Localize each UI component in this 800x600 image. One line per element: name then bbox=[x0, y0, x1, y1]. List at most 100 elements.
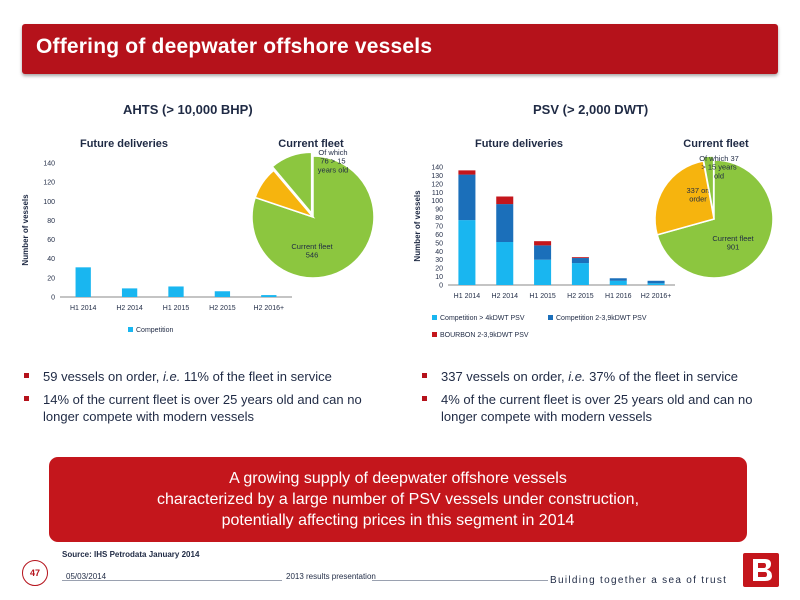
ahts-bar-bar-s0-3 bbox=[214, 291, 231, 297]
title-bar: Offering of deepwater offshore vessels bbox=[22, 24, 778, 74]
ahts-pie-slice-1 bbox=[254, 169, 316, 219]
ahts-bar-bar-s0-2 bbox=[168, 286, 184, 297]
footer-presentation: 2013 results presentation bbox=[286, 572, 376, 581]
psv-bar-y-tick-2: 20 bbox=[435, 266, 443, 273]
psv-bar-bar-s1-1 bbox=[496, 204, 514, 243]
psv-bar-bar-s1-5 bbox=[647, 280, 665, 284]
psv-bar-bar-s0-5 bbox=[647, 283, 665, 285]
footer-slogan: Building together a sea of trust bbox=[550, 575, 728, 586]
ahts-bar-y-tick-4: 80 bbox=[47, 218, 55, 225]
psv-bullet-1: 337 vessels on order, i.e. 37% of the fl… bbox=[421, 368, 771, 385]
psv-bar-x-tick-3: H2 2015 bbox=[567, 293, 594, 300]
psv-pie-slice-label-2: Of which 37 > 15 years old bbox=[699, 154, 739, 180]
ahts-bullet-2: 14% of the current fleet is over 25 year… bbox=[23, 391, 373, 425]
ahts-bar-x-tick-4: H2 2016+ bbox=[254, 305, 285, 312]
psv-bar-legend-label-0: Competition > 4kDWT PSV bbox=[440, 315, 525, 322]
ahts-bar-y-tick-0: 0 bbox=[51, 295, 55, 302]
ahts-section-title: AHTS (> 10,000 BHP) bbox=[123, 102, 253, 117]
psv-bar-x-tick-2: H1 2015 bbox=[529, 293, 556, 300]
ahts-bar-x-tick-0: H1 2014 bbox=[70, 305, 97, 312]
psv-bar-bar-s0-0 bbox=[458, 220, 476, 285]
psv-bar-bar-s1-3 bbox=[571, 258, 589, 264]
psv-bar-x-tick-0: H1 2014 bbox=[454, 293, 481, 300]
bourbon-logo bbox=[743, 553, 779, 587]
ahts-bullet-1: 59 vessels on order, i.e. 11% of the fle… bbox=[23, 368, 373, 385]
psv-bar-x-tick-4: H1 2016 bbox=[605, 293, 632, 300]
ahts-bar-bar-s0-0 bbox=[75, 267, 91, 297]
ahts-bar-bar-s0-4 bbox=[261, 295, 277, 297]
ahts-bar-y-tick-6: 120 bbox=[43, 180, 55, 187]
ahts-bar-y-axis-label: Number of vessels bbox=[21, 194, 30, 266]
ahts-bar-subtitle: Future deliveries bbox=[80, 138, 168, 150]
psv-bar-y-axis-label: Number of vessels bbox=[413, 190, 422, 262]
psv-bar-bar-s0-2 bbox=[534, 259, 552, 285]
ahts-pie-subtitle: Current fleet bbox=[278, 138, 344, 150]
psv-bar-legend-label-2: BOURBON 2-3,9kDWT PSV bbox=[440, 332, 529, 339]
psv-bullets: 337 vessels on order, i.e. 37% of the fl… bbox=[421, 368, 771, 431]
psv-bar-legend-swatch-0 bbox=[432, 315, 437, 320]
psv-bar-x-tick-1: H2 2014 bbox=[492, 293, 519, 300]
psv-pie-slice-0 bbox=[656, 159, 774, 279]
charts-canvas: Future deliveries Number of vessels 0 20 40 6… bbox=[21, 138, 774, 339]
psv-bar-y-tick-0: 0 bbox=[439, 283, 443, 290]
psv-pie-subtitle: Current fleet bbox=[683, 138, 749, 150]
psv-section-title: PSV (> 2,000 DWT) bbox=[533, 102, 649, 117]
psv-bullet-2: 4% of the current fleet is over 25 years… bbox=[421, 391, 771, 425]
psv-bar-y-tick-11: 110 bbox=[432, 190, 443, 197]
psv-pie-slice-label-0: Current fleet 901 bbox=[712, 234, 754, 252]
ahts-bar-y-tick-5: 100 bbox=[43, 199, 55, 206]
psv-bar-bar-s2-2 bbox=[534, 241, 552, 246]
psv-bar-y-tick-14: 140 bbox=[431, 165, 443, 172]
logo-b-icon bbox=[753, 559, 772, 581]
psv-bar-y-tick-1: 10 bbox=[435, 274, 443, 281]
psv-bar-subtitle: Future deliveries bbox=[475, 138, 563, 150]
ahts-pie-slice-label-2: Of which 76 > 15 years old bbox=[318, 148, 348, 174]
ahts-bar-y-tick-2: 40 bbox=[47, 256, 55, 263]
footer-divider-right bbox=[372, 580, 548, 581]
psv-bar-bar-s0-3 bbox=[571, 263, 589, 285]
psv-bar-y-tick-13: 130 bbox=[431, 173, 443, 180]
page-number: 47 bbox=[22, 560, 48, 586]
footer-date: 05/03/2014 bbox=[66, 572, 107, 581]
psv-bar-y-tick-3: 30 bbox=[435, 257, 443, 264]
psv-bar-bar-s2-3 bbox=[571, 257, 589, 259]
psv-pie-slice-2 bbox=[702, 155, 715, 216]
ahts-bar-y-tick-7: 140 bbox=[43, 161, 55, 168]
ahts-pie-slice-label-0: Current fleet 546 bbox=[291, 242, 333, 260]
psv-bar-y-tick-10: 100 bbox=[431, 198, 443, 205]
callout-line-3: potentially affecting prices in this seg… bbox=[221, 512, 575, 529]
footer-divider-left bbox=[62, 580, 282, 581]
ahts-bar-legend-label-0: Competition bbox=[136, 327, 173, 334]
psv-bar-bar-s2-0 bbox=[458, 170, 476, 175]
callout-line-1: A growing supply of deepwater offshore v… bbox=[229, 470, 567, 487]
source-note: Source: IHS Petrodata January 2014 bbox=[62, 550, 200, 559]
ahts-bar-legend-swatch-0 bbox=[128, 327, 133, 332]
psv-bar-bar-s0-1 bbox=[496, 242, 514, 285]
psv-bar-legend-swatch-1 bbox=[548, 315, 553, 320]
psv-bar-y-tick-5: 50 bbox=[435, 240, 443, 247]
psv-bar-legend-label-1: Competition 2-3,9kDWT PSV bbox=[556, 315, 647, 322]
psv-bar-bar-s1-4 bbox=[609, 278, 627, 281]
ahts-pie-slice-2 bbox=[271, 151, 313, 216]
psv-pie-slice-1 bbox=[654, 160, 715, 236]
psv-bar-y-tick-8: 80 bbox=[435, 215, 443, 222]
callout-line-2: characterized by a large number of PSV v… bbox=[156, 491, 640, 508]
ahts-bullets: 59 vessels on order, i.e. 11% of the fle… bbox=[23, 368, 373, 431]
ahts-bar-y-tick-1: 20 bbox=[47, 275, 55, 282]
psv-bar-y-tick-9: 90 bbox=[435, 207, 443, 214]
ahts-bar-x-tick-3: H2 2015 bbox=[209, 305, 236, 312]
ahts-bar-bar-s0-1 bbox=[121, 288, 138, 297]
psv-bar-legend-swatch-2 bbox=[432, 332, 437, 337]
psv-bar-x-tick-5: H2 2016+ bbox=[641, 293, 672, 300]
psv-bar-y-tick-4: 40 bbox=[435, 249, 443, 256]
ahts-bar-x-tick-2: H1 2015 bbox=[163, 305, 190, 312]
ahts-bar-y-tick-3: 60 bbox=[47, 237, 55, 244]
page-title: Offering of deepwater offshore vessels bbox=[36, 35, 433, 58]
psv-bar-bar-s1-2 bbox=[534, 245, 552, 260]
psv-bar-bar-s2-1 bbox=[496, 196, 514, 205]
psv-pie-slice-label-1: 337 on order bbox=[687, 186, 710, 204]
psv-bar-y-tick-7: 70 bbox=[435, 224, 443, 231]
psv-bar-bar-s1-0 bbox=[458, 174, 476, 221]
key-message-callout: A growing supply of deepwater offshore v… bbox=[49, 457, 747, 542]
psv-bar-y-tick-12: 120 bbox=[431, 181, 443, 188]
